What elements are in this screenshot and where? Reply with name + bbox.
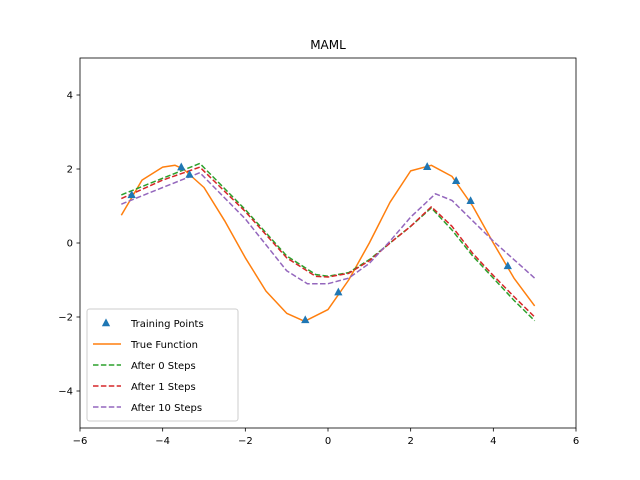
training-point-marker xyxy=(185,169,194,178)
y-axis: −4 −2 0 2 4 xyxy=(58,91,80,398)
training-point-marker xyxy=(423,162,432,170)
y-tick-label: 0 xyxy=(67,239,73,250)
training-point-marker xyxy=(451,176,461,185)
legend-marker-training-points xyxy=(101,318,111,327)
x-tick-label: −2 xyxy=(238,436,253,447)
training-point-marker xyxy=(466,196,475,205)
legend: Training Points True Function After 0 Step… xyxy=(86,308,239,422)
training-point-marker xyxy=(503,261,512,270)
x-tick-label: 0 xyxy=(325,436,331,447)
training-point-marker xyxy=(177,162,186,171)
training-point-marker xyxy=(301,315,310,324)
legend-box xyxy=(86,308,239,422)
y-tick-label: −4 xyxy=(58,387,73,398)
legend-label-after-10-steps: After 10 Steps xyxy=(131,403,202,414)
training-point-marker xyxy=(127,190,136,199)
legend-label-after-1-steps: After 1 Steps xyxy=(131,382,196,393)
series-layer xyxy=(120,162,536,324)
series-line-after-1-steps xyxy=(121,166,536,318)
plot-area xyxy=(79,57,577,429)
y-tick-label: −2 xyxy=(58,313,73,324)
x-axis: −6 −4 −2 0 2 4 6 xyxy=(73,428,579,447)
x-tick-label: −4 xyxy=(155,436,170,447)
series-line-after-10-steps xyxy=(121,171,536,285)
chart-title: MAML xyxy=(310,38,346,52)
series-line-after-0-steps xyxy=(121,162,536,322)
training-point-marker xyxy=(334,287,343,296)
legend-label-true-function: True Function xyxy=(130,340,198,351)
y-tick-label: 4 xyxy=(67,91,73,102)
legend-label-after-0-steps: After 0 Steps xyxy=(131,361,196,372)
x-tick-label: −6 xyxy=(73,436,88,447)
legend-label-training-points: Training Points xyxy=(130,319,204,330)
x-tick-label: 4 xyxy=(490,436,496,447)
x-tick-label: 6 xyxy=(573,436,579,447)
x-tick-label: 2 xyxy=(407,436,413,447)
y-tick-label: 2 xyxy=(67,165,73,176)
